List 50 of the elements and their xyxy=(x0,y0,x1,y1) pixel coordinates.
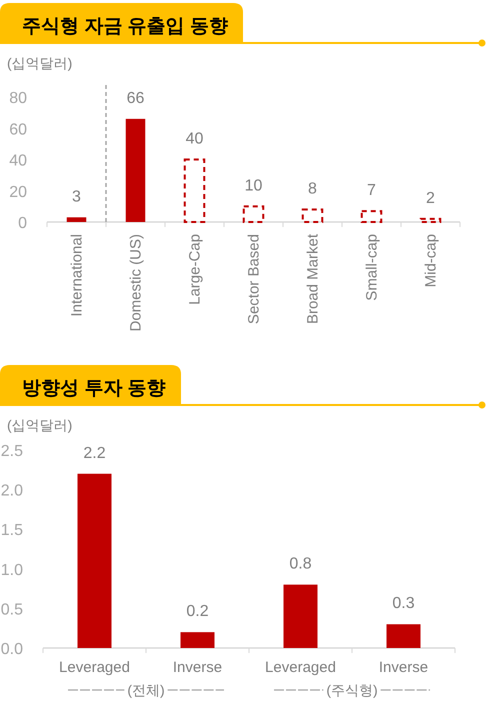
y-tick-label: 1.0 xyxy=(0,562,24,579)
x-tick-label: Domestic (US) xyxy=(128,234,144,332)
x-tick-label: Large-Cap xyxy=(186,234,204,305)
x-tick-label: Leveraged xyxy=(59,659,130,676)
x-tick-label: Leveraged xyxy=(265,659,336,676)
bar xyxy=(184,158,206,223)
data-label: 3 xyxy=(72,188,82,206)
chart-title: 주식형 자금 유출입 동향 xyxy=(22,16,228,37)
y-tick-label: 2.0 xyxy=(0,482,24,500)
bar xyxy=(242,205,264,223)
text: (전체) xyxy=(127,682,165,698)
data-label: 8 xyxy=(308,180,318,198)
data-label: 2 xyxy=(426,190,436,207)
data-label: 40 xyxy=(186,130,204,148)
data-label: 66 xyxy=(126,90,144,107)
y-tick-label: 40 xyxy=(9,152,28,170)
bar xyxy=(78,474,112,648)
x-tick-label: Mid-cap xyxy=(422,234,440,288)
y-tick-label: 80 xyxy=(9,90,28,107)
y-tick-label: 20 xyxy=(9,184,28,201)
chart-title: 방향성 투자 동향 xyxy=(22,378,166,399)
bar xyxy=(360,210,382,223)
x-tick-label: Inverse xyxy=(378,659,428,676)
data-label: 0.2 xyxy=(186,603,209,620)
y-axis-title: (십억달러) xyxy=(7,417,72,433)
y-tick-label: 60 xyxy=(9,121,28,138)
x-tick-label: Broad Market xyxy=(304,233,322,324)
x-tick-label: International xyxy=(68,234,86,317)
data-label: 2.2 xyxy=(83,444,106,462)
data-label: 7 xyxy=(367,182,376,200)
y-tick-label: 2.5 xyxy=(0,443,24,460)
bar xyxy=(284,584,318,648)
data-label: 0.3 xyxy=(392,595,415,612)
y-tick-label: 0.0 xyxy=(0,641,24,658)
bar xyxy=(180,632,214,648)
y-tick-label: 0.5 xyxy=(0,601,24,618)
data-label: 0.8 xyxy=(289,556,312,573)
bar xyxy=(386,624,420,648)
y-axis-title: (십억달러) xyxy=(7,55,72,71)
bar xyxy=(420,218,442,223)
y-tick-label: 1.5 xyxy=(0,522,24,540)
bar xyxy=(126,118,146,222)
x-tick-label: Sector Based xyxy=(246,234,262,324)
text: (주식형) xyxy=(326,682,378,698)
y-tick-label: 0 xyxy=(18,215,28,232)
x-tick-label: Small-cap xyxy=(364,234,380,301)
data-label: 10 xyxy=(244,177,262,194)
x-tick-label: Inverse xyxy=(172,659,222,676)
bar xyxy=(66,217,86,222)
bar xyxy=(302,208,324,223)
